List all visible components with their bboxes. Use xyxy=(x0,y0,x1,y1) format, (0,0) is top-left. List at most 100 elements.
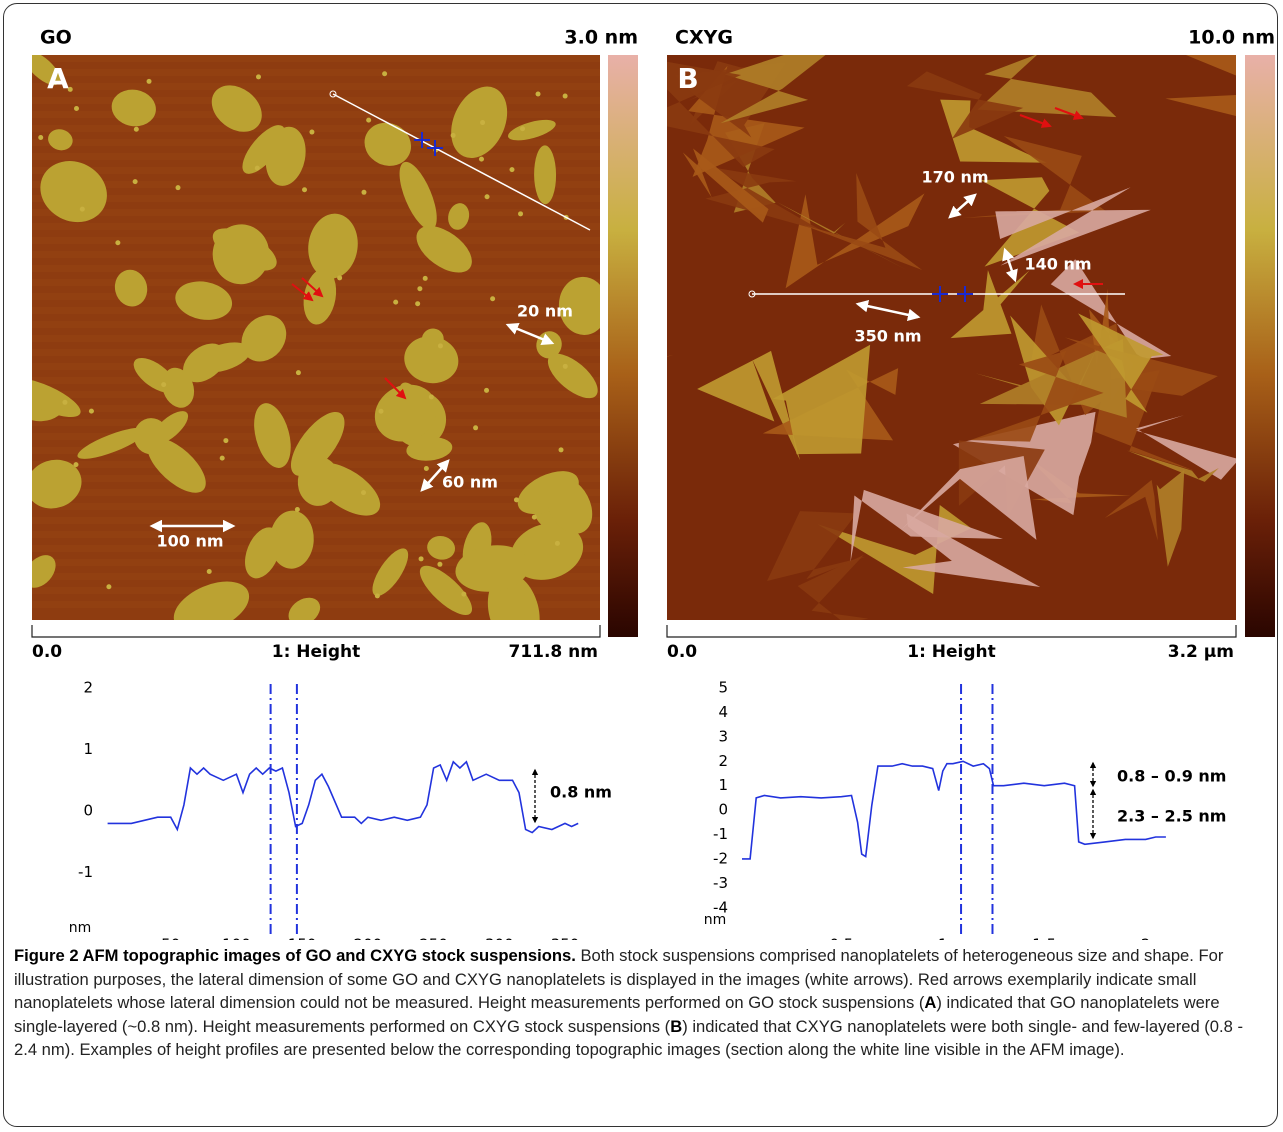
particle xyxy=(417,286,423,292)
platelet xyxy=(265,126,306,186)
platelet xyxy=(950,270,1030,339)
size-label: 170 nm xyxy=(921,168,988,187)
scan-line xyxy=(32,97,600,104)
color-scale-max: 10.0 nm xyxy=(1188,27,1275,49)
platelet xyxy=(183,343,226,383)
platelet xyxy=(1028,457,1131,504)
particle xyxy=(302,187,308,193)
platelet xyxy=(32,555,56,588)
particle xyxy=(374,593,380,599)
particle xyxy=(73,462,79,468)
platelet xyxy=(1165,55,1236,116)
platelet xyxy=(297,456,340,506)
particle xyxy=(490,296,496,302)
particle xyxy=(256,74,262,80)
platelet xyxy=(77,427,147,459)
y-tick-label: -2 xyxy=(713,849,728,867)
red-arrow xyxy=(301,277,324,298)
particle xyxy=(295,370,301,376)
x-tick-label: 200 xyxy=(354,936,383,941)
platelet xyxy=(114,269,148,307)
platelet xyxy=(374,384,437,442)
scan-line xyxy=(32,335,600,342)
particle xyxy=(562,93,568,99)
platelet xyxy=(720,55,826,124)
particle xyxy=(423,466,429,472)
particle xyxy=(88,408,94,414)
platelet xyxy=(667,61,775,167)
section-start xyxy=(748,290,756,298)
y-tick-label: 0 xyxy=(718,801,728,819)
platelet xyxy=(32,378,81,417)
platelet xyxy=(797,554,869,620)
size-arrow xyxy=(1002,247,1018,283)
particle xyxy=(309,129,315,135)
y-tick-label: 2 xyxy=(718,752,728,770)
platelet xyxy=(962,135,1106,219)
platelet xyxy=(32,55,61,86)
caption-text: Both stock suspensions comprised nanopla… xyxy=(14,946,1224,1012)
scan-line xyxy=(32,377,600,384)
particle xyxy=(106,584,112,590)
particle xyxy=(513,497,519,503)
scan-line xyxy=(32,531,600,538)
y-unit: nm xyxy=(69,920,92,936)
y-tick-label: -1 xyxy=(78,863,93,881)
x-tick-label: 0.5 xyxy=(829,936,853,941)
height-label: 0.8 nm xyxy=(550,783,612,802)
caption-text: B xyxy=(670,1016,683,1036)
x-tick-label: 50 xyxy=(161,936,180,941)
platelet xyxy=(817,504,972,595)
height-profile xyxy=(107,760,579,834)
size-label: 20 nm xyxy=(517,302,573,321)
size-label: 60 nm xyxy=(442,473,498,492)
scan-line xyxy=(32,55,600,62)
platelet xyxy=(147,437,206,493)
section-start xyxy=(329,90,337,98)
size-arrow xyxy=(420,459,450,492)
platelet xyxy=(416,225,472,273)
caption-text: ) indicated that CXYG nanoplatelets were… xyxy=(14,1016,1244,1060)
size-arrow xyxy=(505,323,555,345)
particle xyxy=(337,275,343,281)
platelet xyxy=(40,161,107,223)
platelet xyxy=(175,281,233,320)
size-label: 350 nm xyxy=(854,327,921,346)
platelet xyxy=(977,55,1117,118)
cursor-cross xyxy=(427,140,443,156)
platelet xyxy=(245,527,281,579)
particle xyxy=(175,185,181,191)
scan-line xyxy=(32,391,600,398)
scan-line xyxy=(32,167,600,174)
red-arrow xyxy=(384,377,407,400)
platelet xyxy=(772,344,871,455)
x-tick-label: 100 xyxy=(222,936,251,941)
axis-end: 3.2 µm xyxy=(1168,642,1234,662)
y-tick-label: 5 xyxy=(718,679,728,697)
scan-line xyxy=(32,153,600,160)
particle xyxy=(484,194,490,200)
caption-text: A xyxy=(924,993,937,1012)
axis-start: 0.0 xyxy=(32,642,62,662)
particle xyxy=(480,120,486,126)
x-unit: µm xyxy=(1234,939,1257,940)
platelet xyxy=(1156,469,1185,567)
x-tick-label: 350 xyxy=(551,936,580,941)
afm-image xyxy=(667,55,1236,620)
platelet xyxy=(1136,415,1236,480)
platelet xyxy=(455,545,530,592)
y-tick-label: 1 xyxy=(718,776,728,794)
platelet xyxy=(802,173,923,271)
red-arrow xyxy=(1019,114,1052,128)
platelet xyxy=(173,581,250,620)
platelet xyxy=(697,350,800,461)
channel-label: 1: Height xyxy=(907,642,996,662)
particle xyxy=(366,117,372,123)
particle xyxy=(38,134,44,140)
platelet xyxy=(487,573,540,620)
cursor-cross xyxy=(932,286,948,302)
y-tick-label: 2 xyxy=(83,679,93,697)
particle xyxy=(219,455,225,461)
platelet xyxy=(364,122,412,166)
